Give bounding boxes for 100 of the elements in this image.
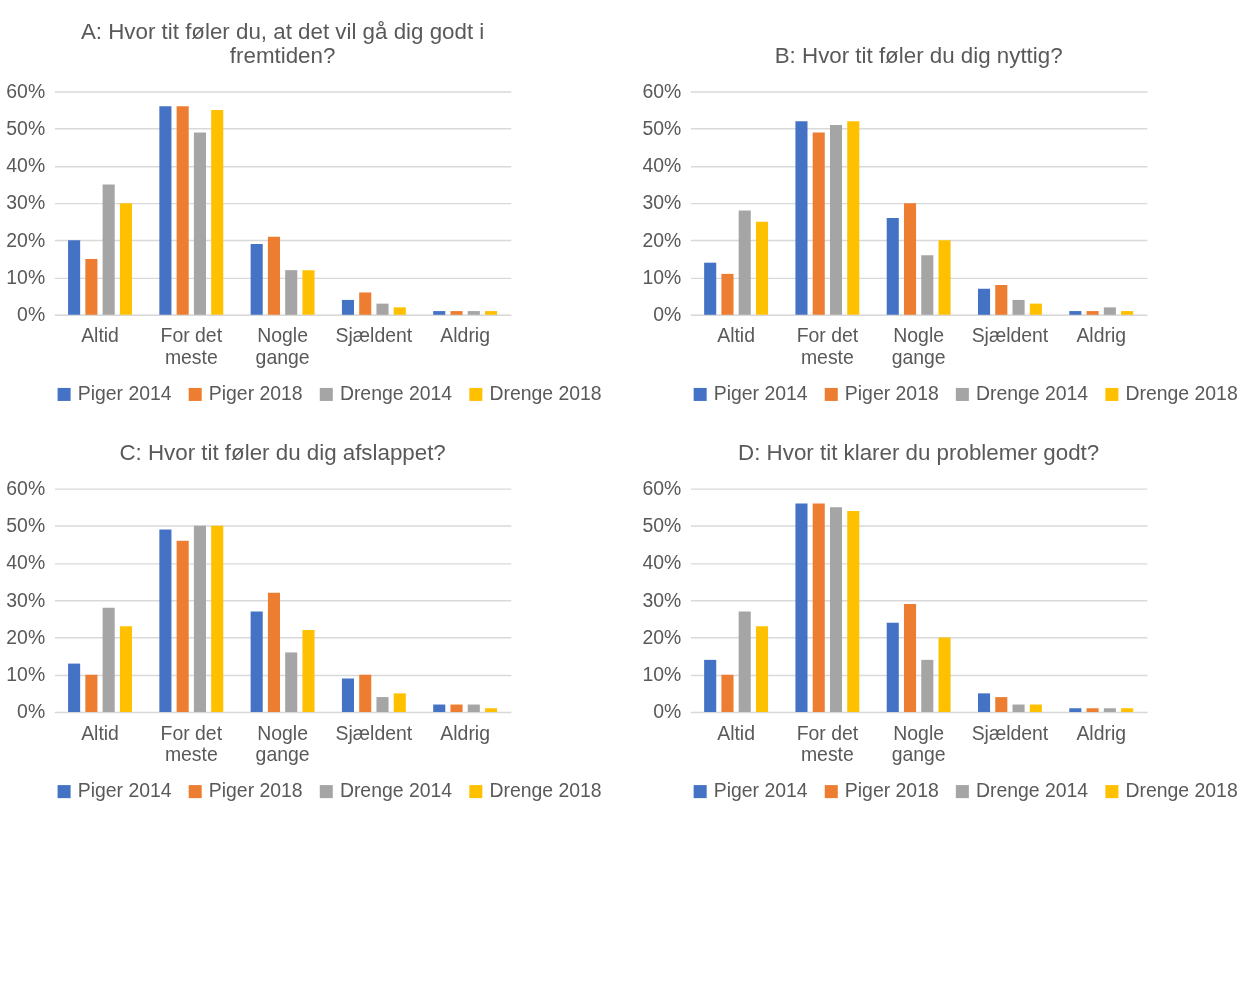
bar bbox=[1121, 708, 1134, 712]
bar bbox=[1103, 708, 1116, 712]
bar bbox=[250, 244, 263, 315]
y-tick-label: 40% bbox=[642, 154, 682, 177]
bar bbox=[159, 529, 172, 712]
bar bbox=[211, 525, 224, 712]
y-tick-label: 0% bbox=[653, 700, 682, 723]
bar bbox=[267, 236, 280, 315]
bar bbox=[795, 503, 808, 712]
bar bbox=[1086, 311, 1099, 315]
bar bbox=[795, 121, 808, 315]
y-tick-label: 10% bbox=[6, 265, 46, 288]
bar bbox=[812, 132, 825, 315]
bar bbox=[68, 240, 81, 315]
bar bbox=[302, 630, 315, 712]
x-tick-label: Aldrig bbox=[1076, 721, 1127, 744]
chart-title: D: Hvor tit klarer du problemer godt? bbox=[738, 440, 1100, 466]
legend-label: Drenge 2018 bbox=[489, 779, 602, 802]
bar bbox=[68, 663, 81, 712]
bar bbox=[1086, 708, 1099, 712]
bar bbox=[886, 218, 899, 315]
bar bbox=[250, 611, 263, 712]
bar bbox=[829, 507, 843, 712]
y-tick-label: 40% bbox=[6, 154, 46, 177]
y-tick-label: 0% bbox=[17, 700, 46, 723]
legend-label: Piger 2014 bbox=[77, 779, 172, 802]
y-tick-label: 30% bbox=[6, 191, 46, 214]
legend-label: Piger 2014 bbox=[713, 779, 808, 802]
bar bbox=[193, 132, 206, 315]
bar bbox=[433, 704, 446, 712]
bar bbox=[721, 674, 734, 712]
bar bbox=[302, 270, 315, 315]
bar bbox=[159, 106, 172, 315]
bar bbox=[921, 659, 934, 712]
bar bbox=[1069, 311, 1082, 315]
chart-title: A: Hvor tit føler du, at det vil gå dig godt i fremtiden? bbox=[80, 19, 485, 69]
bar bbox=[721, 273, 734, 315]
bar bbox=[467, 311, 480, 315]
y-tick-label: 50% bbox=[6, 116, 46, 139]
bar bbox=[467, 704, 480, 712]
y-tick-label: 20% bbox=[6, 228, 46, 251]
y-tick-label: 60% bbox=[6, 79, 46, 102]
x-tick-label: Nogle gange bbox=[255, 324, 310, 368]
bar bbox=[704, 659, 717, 712]
bar bbox=[211, 110, 224, 315]
bar bbox=[450, 704, 463, 712]
bar bbox=[812, 503, 825, 712]
bar bbox=[1121, 311, 1134, 315]
y-tick-label: 60% bbox=[642, 79, 682, 102]
bar bbox=[704, 262, 717, 315]
x-tick-label: For det meste bbox=[160, 324, 223, 368]
bar bbox=[977, 288, 991, 315]
y-tick-label: 10% bbox=[6, 663, 46, 686]
x-tick-label: Altid bbox=[81, 324, 119, 347]
y-tick-label: 50% bbox=[642, 514, 682, 537]
x-tick-label: Altid bbox=[717, 324, 755, 347]
bar bbox=[938, 637, 951, 712]
y-tick-label: 30% bbox=[642, 588, 682, 611]
bar bbox=[393, 307, 406, 315]
x-tick-label: Altid bbox=[81, 721, 119, 744]
bar bbox=[376, 697, 389, 712]
x-tick-label: Nogle gange bbox=[891, 324, 946, 368]
x-tick-label: For det meste bbox=[796, 721, 859, 766]
x-tick-label: Sjældent bbox=[971, 721, 1049, 744]
bar bbox=[341, 678, 355, 712]
bar bbox=[1012, 704, 1025, 712]
bar bbox=[102, 184, 115, 315]
legend-label: Piger 2018 bbox=[844, 382, 939, 405]
y-tick-label: 0% bbox=[653, 303, 682, 326]
chart-title: B: Hvor tit føler du dig nyttig? bbox=[774, 43, 1063, 69]
bar bbox=[1029, 303, 1042, 315]
y-tick-label: 20% bbox=[642, 228, 682, 251]
bar bbox=[450, 311, 463, 315]
bar bbox=[903, 203, 917, 315]
bar bbox=[829, 124, 843, 315]
x-tick-label: Sjældent bbox=[335, 324, 413, 347]
bar bbox=[977, 693, 991, 712]
x-tick-label: Sjældent bbox=[335, 721, 413, 744]
bar bbox=[393, 693, 406, 712]
bar bbox=[485, 708, 498, 712]
x-tick-label: For det meste bbox=[160, 721, 223, 766]
legend-label: Piger 2018 bbox=[208, 779, 303, 802]
bar bbox=[376, 303, 389, 315]
y-tick-label: 10% bbox=[642, 663, 682, 686]
y-tick-label: 20% bbox=[6, 625, 46, 648]
x-tick-label: Nogle gange bbox=[891, 721, 946, 766]
legend-label: Piger 2014 bbox=[77, 382, 172, 405]
bar bbox=[886, 622, 899, 712]
x-tick-label: For det meste bbox=[796, 324, 859, 368]
x-tick-label: Aldrig bbox=[440, 721, 490, 744]
bar bbox=[85, 674, 98, 712]
x-tick-label: Sjældent bbox=[971, 324, 1049, 347]
y-tick-label: 40% bbox=[6, 551, 46, 574]
legend-label: Drenge 2014 bbox=[975, 382, 1089, 405]
legend-label: Drenge 2014 bbox=[975, 779, 1089, 802]
bar bbox=[85, 258, 98, 315]
bar bbox=[1069, 708, 1082, 712]
bar bbox=[995, 697, 1008, 712]
bar bbox=[995, 285, 1008, 315]
bar bbox=[1029, 704, 1042, 712]
